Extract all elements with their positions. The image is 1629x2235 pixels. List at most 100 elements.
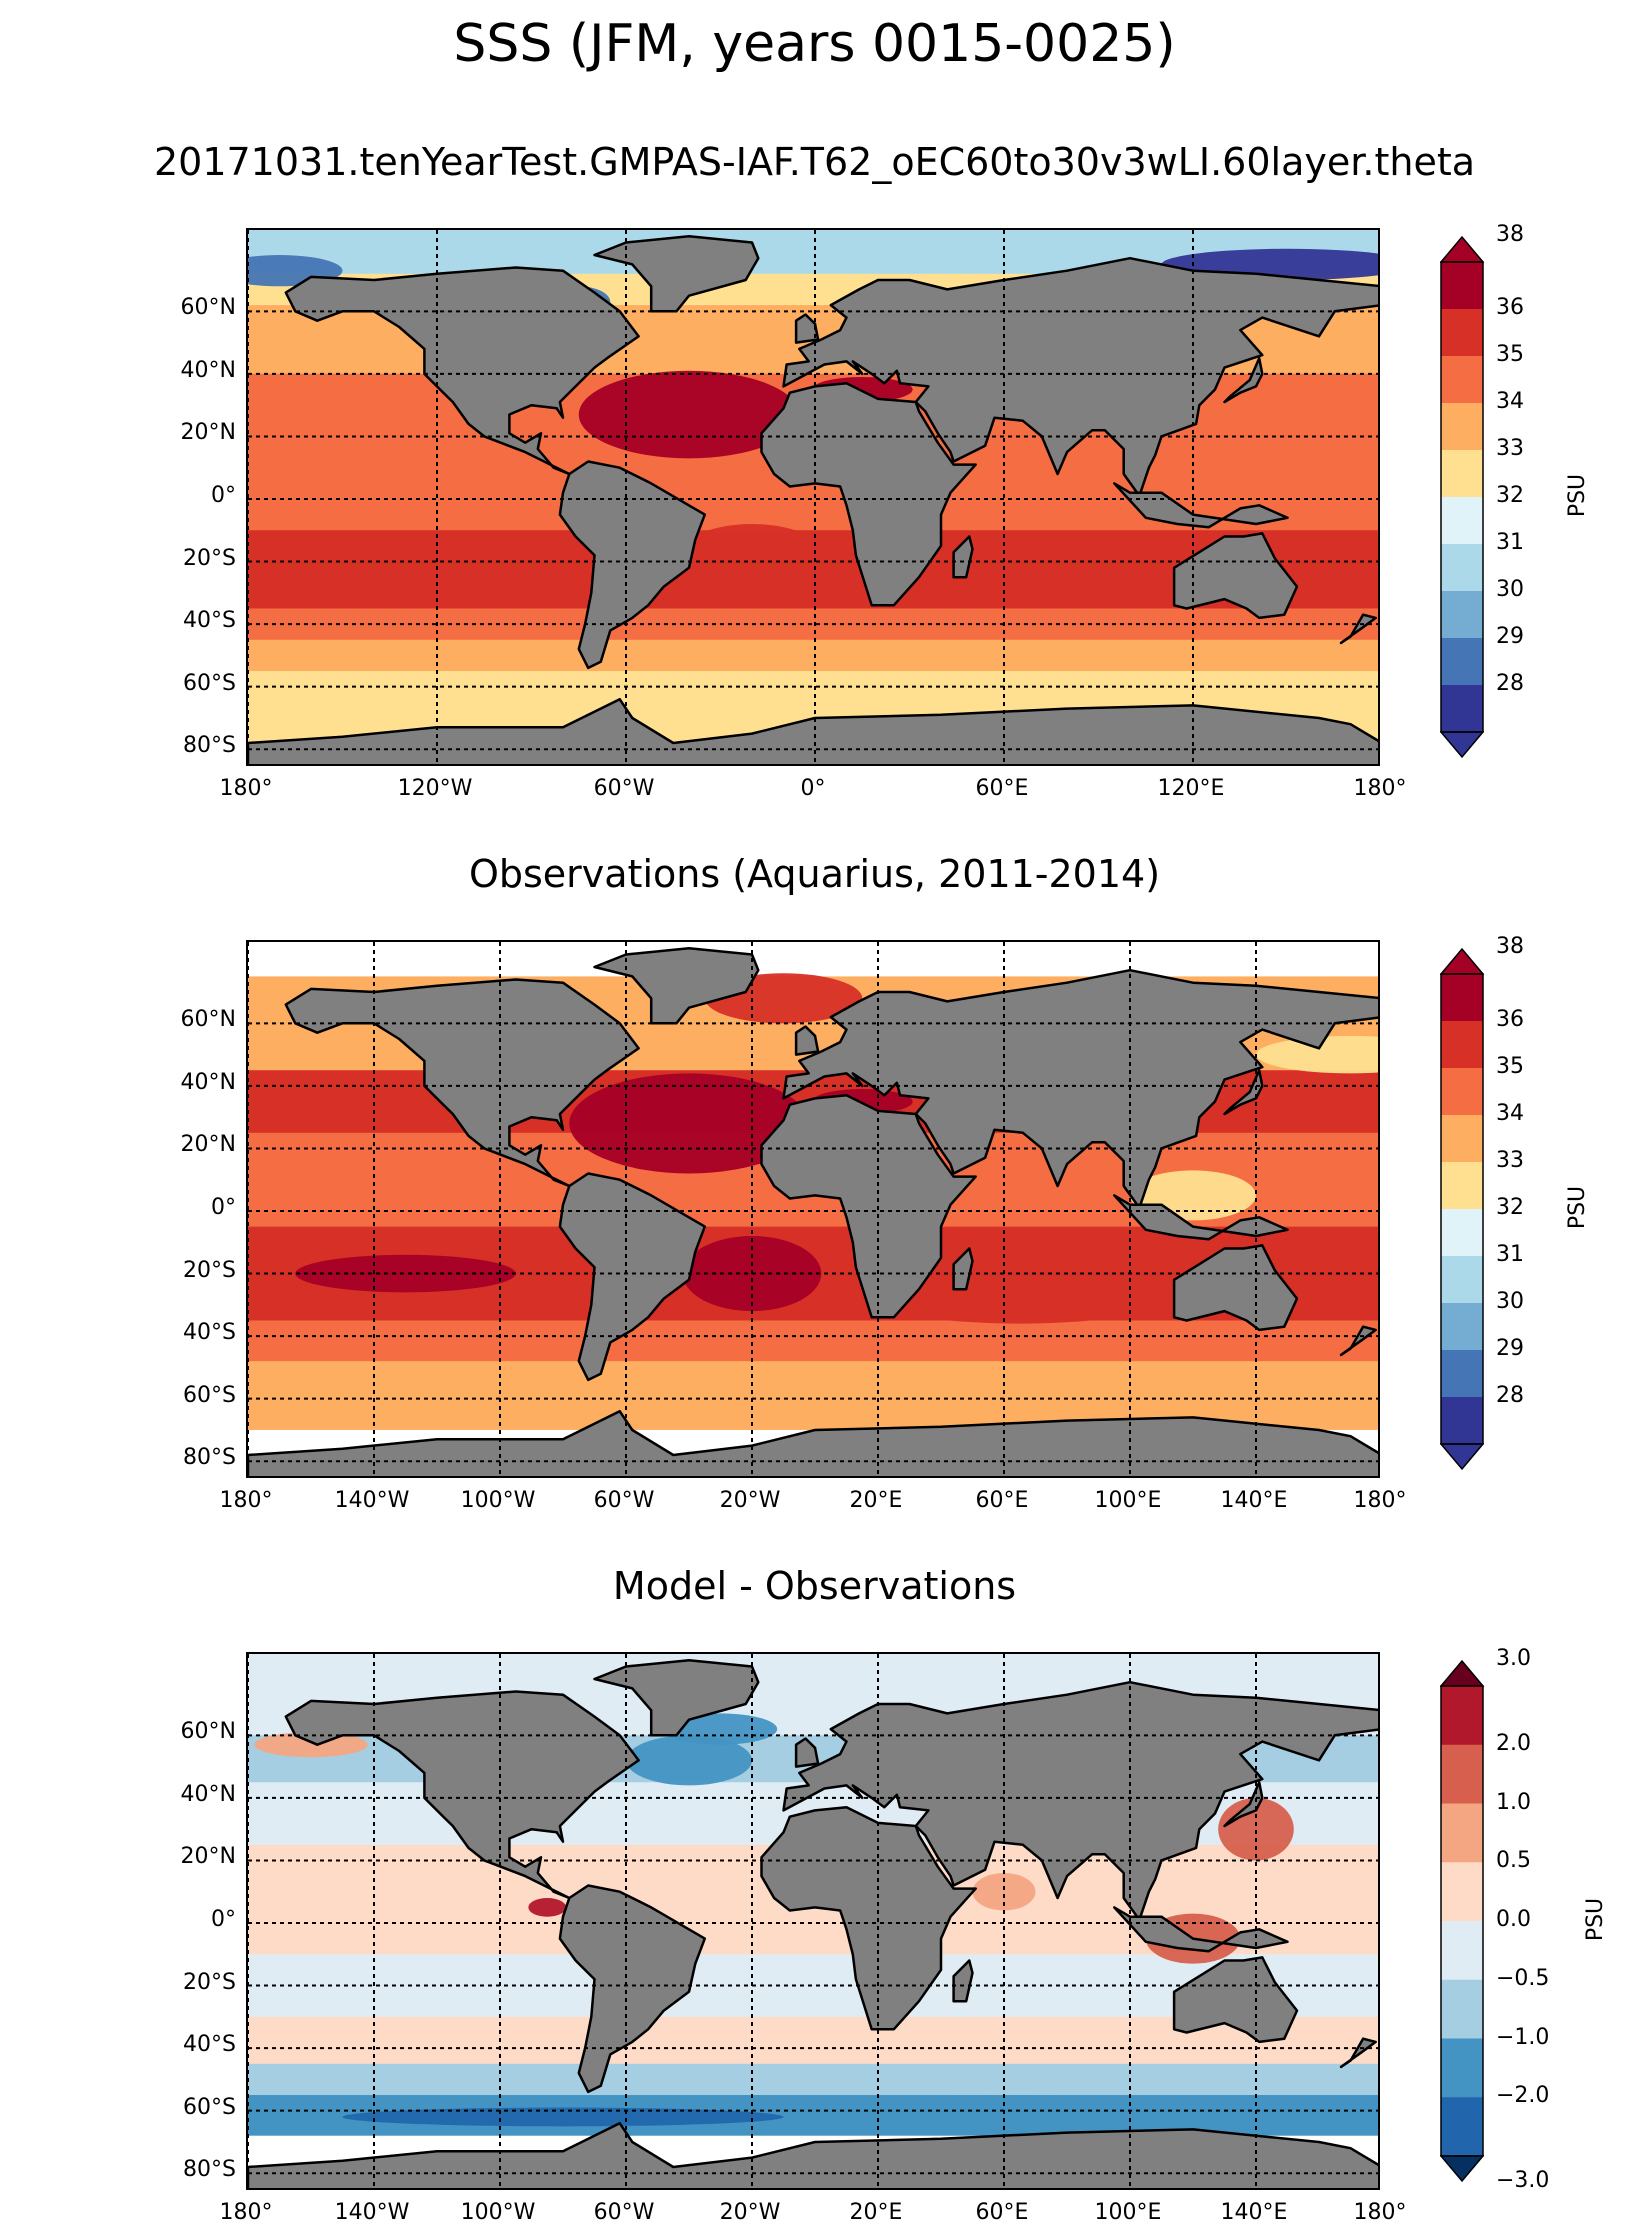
panel-1-lon-tick-label: 60°E bbox=[975, 776, 1029, 801]
panel-1-colorbar-tick-label: 30 bbox=[1496, 577, 1524, 602]
panel-2-colorbar-tick-label: 35 bbox=[1496, 1054, 1524, 1079]
panel-3-salinity-patch bbox=[972, 1872, 1036, 1911]
panel-2-land-uk bbox=[794, 1025, 820, 1056]
panel-3-salinity-patch bbox=[663, 1713, 778, 1745]
panel-3-map bbox=[246, 1652, 1380, 2190]
panel-3-land-uk bbox=[794, 1737, 820, 1768]
panel-1-colorbar-extend-bottom bbox=[1440, 731, 1484, 759]
panel-2-lat-tick-label: 40°N bbox=[180, 1069, 236, 1095]
panel-2-colorbar-segment bbox=[1441, 1397, 1483, 1445]
panel-1-colorbar-segment bbox=[1441, 544, 1483, 592]
panel-2-title: Observations (Aquarius, 2011-2014) bbox=[468, 852, 1161, 896]
panel-2-land-africa bbox=[760, 1094, 977, 1319]
panel-2-land-new-zealand bbox=[1339, 1325, 1377, 1357]
panel-3-colorbar-segment bbox=[1441, 1979, 1483, 2039]
panel-3-land-antarctica bbox=[248, 2121, 1378, 2188]
panel-1-land-antarctica bbox=[248, 697, 1378, 764]
panel-1-colorbar-tick-label: 34 bbox=[1496, 389, 1524, 414]
panel-3-lon-tick-label: 20°W bbox=[719, 2200, 781, 2225]
panel-3-lat-tick-label: 60°S bbox=[183, 2094, 236, 2120]
panel-3-colorbar-segment bbox=[1441, 2038, 1483, 2098]
panel-3-salinity-patch bbox=[528, 1897, 567, 1917]
panel-1-colorbar-tick-label: 38 bbox=[1496, 222, 1524, 247]
panel-3-title: Model - Observations bbox=[612, 1564, 1017, 1608]
panel-1-colorbar-segment bbox=[1441, 450, 1483, 498]
panel-3-land-australia bbox=[1172, 1956, 1299, 2044]
panel-1-land-japan bbox=[1223, 356, 1264, 404]
panel-2-salinity-patch bbox=[1256, 1035, 1378, 1074]
panel-3-colorbar-extend-bottom bbox=[1440, 2155, 1484, 2183]
panel-2-lon-tick-label: 100°E bbox=[1094, 1488, 1162, 1513]
panel-1-title: 20171031.tenYearTest.GMPAS-IAF.T62_oEC60… bbox=[153, 140, 1476, 184]
panel-1-colorbar-tick-label: 36 bbox=[1496, 295, 1524, 320]
panel-2-land-greenland bbox=[593, 947, 760, 1025]
panel-3-salinity-patch bbox=[626, 1735, 752, 1786]
panel-2-lon-tick-label: 140°W bbox=[334, 1488, 410, 1513]
panel-1-colorbar-tick-label: 31 bbox=[1496, 530, 1524, 555]
panel-2-colorbar-segment bbox=[1441, 1209, 1483, 1257]
panel-2-colorbar-tick-label: 29 bbox=[1496, 1336, 1524, 1361]
panel-3-lat-tick-label: 40°N bbox=[180, 1781, 236, 1807]
panel-2-colorbar-tick-label: 33 bbox=[1496, 1148, 1524, 1173]
panel-1-lat-tick-label: 60°S bbox=[183, 670, 236, 696]
panel-3-lon-tick-label: 180° bbox=[219, 2200, 273, 2225]
panel-2-colorbar-segment bbox=[1441, 974, 1483, 1022]
panel-1-lat-tick-label: 20°S bbox=[183, 545, 236, 571]
panel-1-colorbar-segment bbox=[1441, 591, 1483, 639]
panel-3-land-greenland bbox=[593, 1659, 760, 1737]
panel-2-lon-tick-label: 100°W bbox=[460, 1488, 536, 1513]
panel-1-lat-tick-label: 40°N bbox=[180, 357, 236, 383]
panel-3-lat-tick-label: 80°S bbox=[183, 2157, 236, 2183]
panel-2-lat-tick-label: 60°N bbox=[180, 1007, 236, 1033]
panel-3-colorbar-tick-label: 0.0 bbox=[1496, 1907, 1531, 1932]
panel-3-colorbar-tick-label: −2.0 bbox=[1496, 2083, 1550, 2109]
panel-2-lon-tick-label: 60°W bbox=[593, 1488, 655, 1513]
panel-1-colorbar-tick-label: 32 bbox=[1496, 483, 1524, 508]
panel-2-land-madagascar bbox=[952, 1247, 974, 1291]
panel-2-salinity-patch bbox=[893, 1286, 1146, 1324]
panel-3-colorbar-label: PSU bbox=[1583, 1897, 1609, 1942]
panel-2-ocean-band bbox=[248, 1320, 1378, 1363]
panel-3-ocean-band bbox=[248, 2063, 1378, 2097]
panel-1-land-north-america bbox=[284, 266, 640, 476]
panel-3-colorbar-segment bbox=[1441, 2097, 1483, 2157]
panel-2-colorbar-tick-label: 28 bbox=[1496, 1383, 1524, 1408]
panel-3-lat-tick-label: 60°N bbox=[180, 1719, 236, 1745]
panel-3-colorbar-segment bbox=[1441, 1803, 1483, 1863]
panel-2-colorbar-border bbox=[1440, 973, 1484, 1445]
panel-3-colorbar-tick-label: 3.0 bbox=[1496, 1646, 1531, 1671]
panel-1-colorbar-tick-label: 28 bbox=[1496, 671, 1524, 696]
panel-2-colorbar-tick-label: 31 bbox=[1496, 1242, 1524, 1267]
panel-2-salinity-patch bbox=[569, 1073, 809, 1174]
panel-1-lat-tick-label: 40°S bbox=[183, 608, 236, 634]
panel-3-colorbar-tick-label: 2.0 bbox=[1496, 1730, 1531, 1756]
panel-1-colorbar-svg bbox=[1440, 236, 1484, 759]
panel-2-lat-tick-label: 20°S bbox=[183, 1257, 236, 1283]
panel-2-lon-tick-label: 60°E bbox=[975, 1488, 1029, 1513]
panel-3-colorbar-tick-label: −3.0 bbox=[1496, 2168, 1550, 2193]
panel-1-colorbar-tick-label: 29 bbox=[1496, 624, 1524, 649]
panel-3-land-new-zealand bbox=[1339, 2037, 1377, 2069]
panel-3-land-madagascar bbox=[952, 1959, 974, 2003]
panel-2-colorbar-tick-label: 38 bbox=[1496, 934, 1524, 959]
panel-1-colorbar-segment bbox=[1441, 356, 1483, 404]
panel-2-colorbar-tick-label: 32 bbox=[1496, 1195, 1524, 1220]
panel-1-lon-tick-label: 60°W bbox=[593, 776, 655, 801]
panel-1-lon-tick-label: 180° bbox=[219, 776, 273, 801]
panel-2-land-antarctica bbox=[248, 1409, 1378, 1476]
panel-3-colorbar-svg bbox=[1440, 1660, 1484, 2183]
panel-2-land-eurasia bbox=[782, 968, 1378, 1210]
panel-1-colorbar-extend-top bbox=[1440, 236, 1484, 263]
panel-1-map-svg bbox=[248, 230, 1378, 764]
panel-1-colorbar-label: PSU bbox=[1565, 473, 1591, 518]
panel-2-lat-tick-label: 40°S bbox=[183, 1320, 236, 1346]
panel-2-lon-tick-label: 20°E bbox=[849, 1488, 903, 1513]
panel-2-colorbar-segment bbox=[1441, 1350, 1483, 1398]
panel-2-lon-tick-label: 140°E bbox=[1220, 1488, 1288, 1513]
panel-3-colorbar-segment bbox=[1441, 1862, 1483, 1922]
panel-2-lon-tick-label: 180° bbox=[219, 1488, 273, 1513]
panel-2-lat-tick-label: 0° bbox=[211, 1195, 236, 1220]
panel-3-lon-tick-label: 100°E bbox=[1094, 2200, 1162, 2225]
panel-3-land-indonesia bbox=[1113, 1906, 1289, 1953]
panel-1-colorbar-segment bbox=[1441, 309, 1483, 357]
